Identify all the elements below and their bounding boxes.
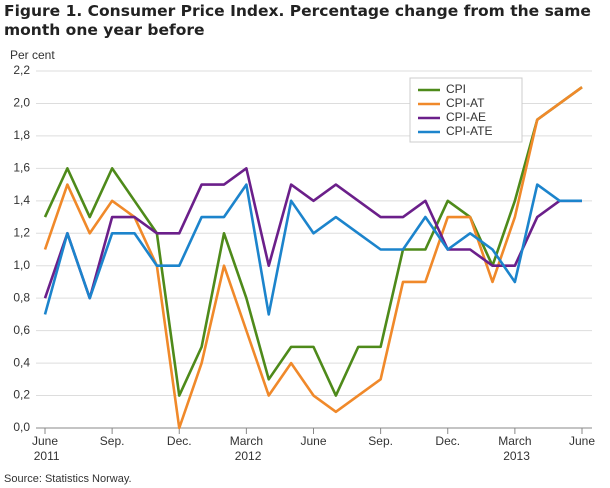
x-tick-label: June [569, 434, 595, 448]
y-tick-label: 1,4 [13, 193, 30, 207]
y-tick-label: 1,8 [13, 128, 30, 142]
y-tick-label: 2,2 [13, 63, 30, 77]
x-tick-label: Dec. [167, 434, 192, 448]
x-tick-label: Sep. [100, 434, 125, 448]
x-tick-label: March 2013 [498, 434, 531, 463]
x-tick-label: Sep. [368, 434, 393, 448]
y-tick-label: 2,0 [13, 96, 30, 110]
y-tick-label: 0,0 [13, 420, 30, 434]
x-tick-label: March 2012 [230, 434, 263, 463]
x-tick-label: June [300, 434, 326, 448]
series-line [43, 167, 582, 300]
x-tick-label: Dec. [435, 434, 460, 448]
y-tick-label: 0,6 [13, 323, 30, 337]
legend-label: CPI-AE [446, 110, 486, 124]
legend-label: CPI-AT [446, 96, 485, 110]
y-tick-label: 0,4 [13, 355, 30, 369]
y-axis-label: Per cent [10, 48, 55, 62]
chart-title: Figure 1. Consumer Price Index. Percenta… [4, 2, 591, 39]
y-tick-label: 1,6 [13, 161, 30, 175]
y-tick-label: 0,8 [13, 290, 30, 304]
source: Source: Statistics Norway. [4, 473, 132, 485]
y-tick-label: 1,0 [13, 258, 30, 272]
y-tick-label: 0,2 [13, 388, 30, 402]
x-tick-label: June 2011 [30, 434, 59, 463]
legend-label: CPI [446, 82, 466, 96]
legend-label: CPI-ATE [446, 124, 492, 138]
y-tick-label: 1,2 [13, 225, 30, 239]
series-line [43, 183, 582, 316]
